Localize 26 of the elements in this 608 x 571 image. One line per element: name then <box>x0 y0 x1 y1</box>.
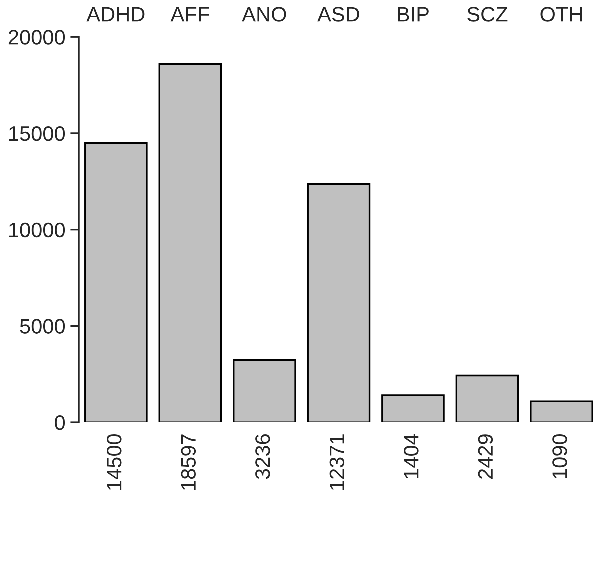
bar <box>84 142 148 423</box>
data-label: 18597 <box>181 434 196 490</box>
x-tick-label: OTH <box>540 7 582 22</box>
bar <box>456 374 520 423</box>
data-label: 1090 <box>552 434 568 478</box>
x-tick-label: AFF <box>170 7 210 22</box>
x-tick-label: ASD <box>318 7 360 22</box>
x-tick-label: ADHD <box>86 7 145 22</box>
data-label: 12371 <box>330 434 345 490</box>
bar <box>307 183 371 423</box>
x-tick-label: ANO <box>242 7 286 22</box>
data-label: 2429 <box>478 434 494 479</box>
data-label: 3236 <box>256 434 270 480</box>
x-tick-label: SCZ <box>468 7 508 22</box>
data-label: 1404 <box>404 434 419 478</box>
y-tick-label: 5000 <box>20 319 66 334</box>
bar <box>382 394 445 423</box>
y-tick-label: 20000 <box>8 30 66 45</box>
bar <box>233 359 296 423</box>
data-label: 14500 <box>107 434 122 490</box>
y-tick-label: 0 <box>55 416 66 430</box>
y-tick-label: 10000 <box>10 222 66 238</box>
bar <box>158 63 222 423</box>
x-tick-label: BIP <box>398 7 429 22</box>
bar <box>530 400 594 423</box>
y-tick-label: 15000 <box>10 126 66 142</box>
